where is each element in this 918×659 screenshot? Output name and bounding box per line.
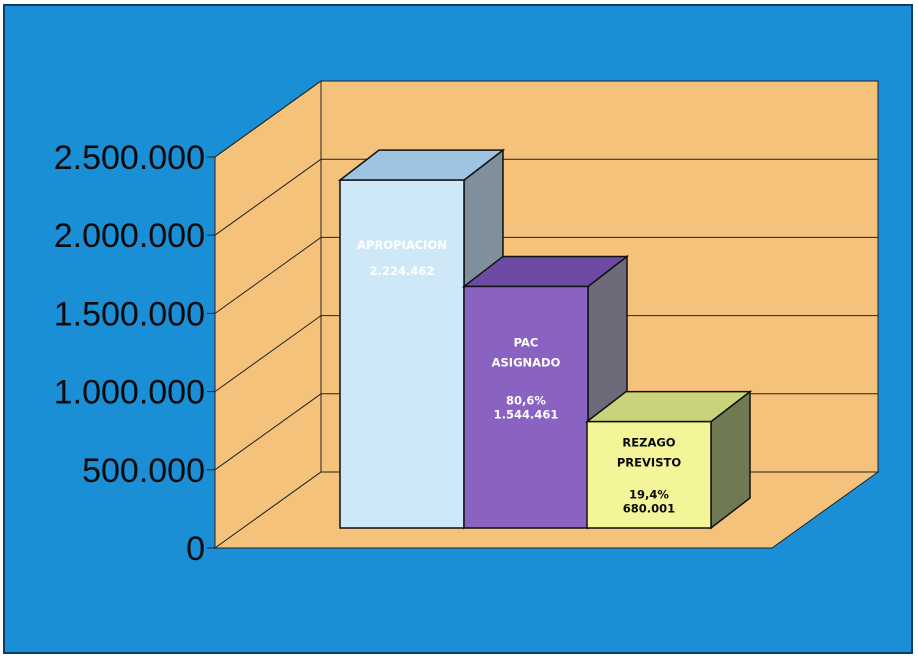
bar-front	[463, 285, 589, 529]
bar-label: PAC	[514, 335, 539, 349]
bar-value-label: 2.224.462	[370, 264, 435, 278]
bar-percent: 80,6%	[506, 393, 546, 407]
bar-front	[339, 179, 465, 529]
bar-label: PREVISTO	[617, 456, 681, 470]
bar-label: APROPIACION	[357, 238, 447, 252]
y-tick-label: 2.000.000	[54, 217, 205, 255]
gridline-side	[214, 315, 322, 393]
side-wall	[214, 80, 322, 549]
gridline-side	[214, 158, 322, 236]
bar-percent: 19,4%	[629, 488, 669, 502]
gridline-side	[214, 80, 322, 158]
gridline-side	[214, 393, 322, 471]
y-axis-tick-labels: 0 500.000 1.000.000 1.500.000 2.000.000 2.500…	[54, 139, 205, 568]
bar-2: REZAGO PREVISTO 19,4%680.001	[584, 390, 753, 530]
gridline-side	[214, 236, 322, 314]
y-tick-label: 1.000.000	[54, 374, 205, 412]
bar-value-label: 1.544.461	[494, 407, 559, 421]
bar-label: ASIGNADO	[492, 355, 561, 369]
bars: APROPIACION 2.224.462 PAC ASIGNADO 80,6%1.54…	[337, 148, 753, 530]
y-tick-label: 500.000	[82, 452, 205, 490]
bar-front	[586, 420, 712, 529]
y-tick-label: 2.500.000	[54, 139, 205, 177]
bar-label: REZAGO	[622, 436, 675, 450]
y-tick-label: 0	[186, 530, 205, 568]
bar-value-label: 680.001	[623, 502, 675, 516]
y-tick-label: 1.500.000	[54, 295, 205, 333]
